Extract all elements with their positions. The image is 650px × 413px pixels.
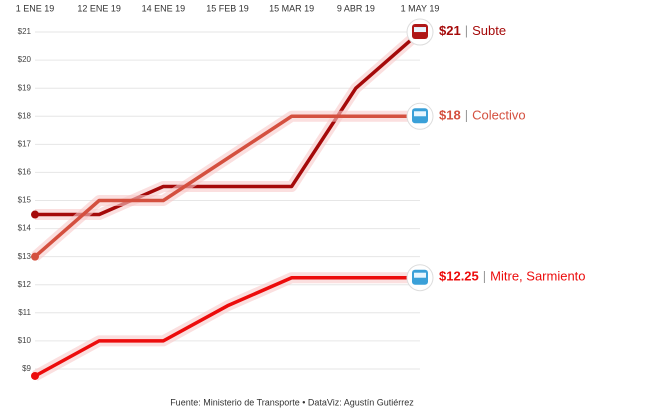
series-name: Mitre, Sarmiento (490, 269, 585, 284)
value-label: $21 (439, 23, 461, 38)
icon (406, 102, 434, 130)
separator: | (483, 269, 486, 284)
series-line (34, 275, 420, 378)
end-label: $18 | Colectivo (439, 108, 526, 123)
icon-window (414, 272, 426, 278)
x-tick-label: 15 FEB 19 (206, 3, 249, 13)
y-tick-label: $17 (18, 139, 32, 148)
y-tick-label: $13 (18, 252, 32, 261)
series-name: Colectivo (472, 108, 525, 123)
y-tick-label: $9 (22, 364, 31, 373)
y-tick-label: $12 (18, 280, 32, 289)
x-tick-label: 14 ENE 19 (142, 3, 186, 13)
x-tick-label: 12 ENE 19 (77, 3, 121, 13)
y-tick-label: $21 (18, 27, 32, 36)
icon (406, 18, 434, 46)
line-glow (32, 272, 420, 381)
x-tick-label: 9 ABR 19 (337, 3, 375, 13)
y-tick-label: $14 (18, 224, 32, 233)
y-tick-label: $19 (18, 83, 32, 92)
y-tick-label: $18 (18, 111, 32, 120)
value-label: $12.25 (439, 269, 479, 284)
separator: | (465, 23, 468, 38)
icon-window (414, 111, 426, 117)
x-tick-label: 15 MAR 19 (269, 3, 314, 13)
start-dot (31, 252, 39, 261)
end-label: $21 | Subte (439, 23, 506, 38)
series-line (35, 30, 422, 217)
icon-window (414, 27, 426, 33)
start-dot (31, 371, 39, 380)
y-tick-label: $10 (18, 336, 32, 345)
icon (406, 264, 434, 292)
series-name: Subte (472, 23, 506, 38)
x-tick-label: 1 MAY 19 (401, 3, 440, 13)
start-dot (31, 210, 39, 219)
series-line (33, 114, 420, 258)
y-tick-label: $11 (18, 308, 31, 317)
value-label: $18 (439, 108, 461, 123)
x-tick-label: 1 ENE 19 (16, 3, 55, 13)
end-label: $12.25 | Mitre, Sarmiento (439, 269, 586, 284)
source: Fuente: Ministerio de Transporte • DataV… (170, 397, 414, 407)
y-tick-label: $16 (18, 168, 32, 177)
separator: | (465, 108, 468, 123)
y-tick-label: $20 (18, 55, 32, 64)
y-tick-label: $15 (18, 196, 32, 205)
